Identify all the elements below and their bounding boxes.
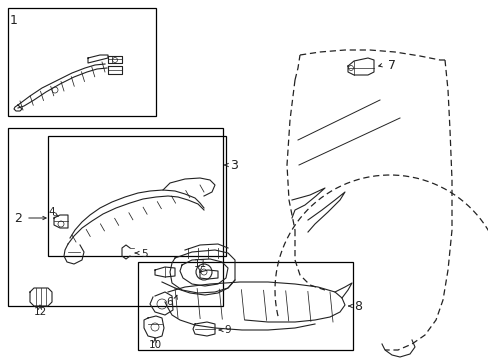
Text: 11: 11 — [193, 259, 206, 269]
Text: 9: 9 — [224, 325, 231, 335]
Bar — [48, 136, 225, 256]
Text: 2: 2 — [14, 212, 22, 225]
Text: 3: 3 — [229, 158, 238, 171]
Bar — [138, 262, 352, 350]
Text: 8: 8 — [353, 300, 361, 312]
Text: 7: 7 — [387, 59, 395, 72]
Bar — [8, 128, 223, 306]
Text: 1: 1 — [10, 14, 18, 27]
Text: 12: 12 — [33, 307, 46, 317]
Text: 5: 5 — [142, 249, 148, 259]
Text: 10: 10 — [148, 340, 161, 350]
Bar — [8, 8, 156, 116]
Text: 6: 6 — [166, 297, 173, 307]
Text: 4: 4 — [49, 207, 55, 217]
